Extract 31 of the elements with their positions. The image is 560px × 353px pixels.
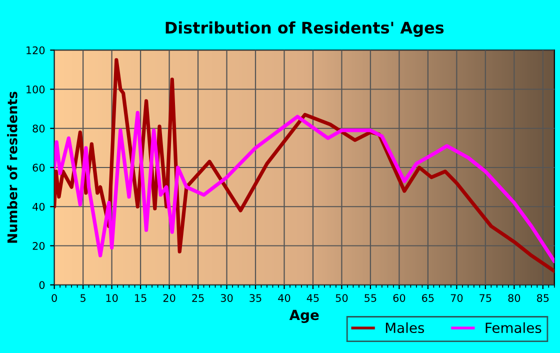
x-tick-label: 70: [450, 294, 463, 302]
x-tick-label: 45: [306, 294, 319, 302]
x-axis-title: Age: [289, 310, 319, 323]
y-tick-label: 100: [26, 85, 45, 94]
x-tick-label: 80: [508, 294, 520, 302]
y-tick-label: 80: [32, 124, 45, 132]
x-tick-label: 0: [52, 294, 57, 302]
x-tick-label: 30: [220, 294, 233, 302]
x-tick-label: 20: [163, 294, 176, 302]
x-tick-label: 50: [336, 294, 348, 302]
legend-label: Males: [386, 322, 424, 334]
x-tick-label: 85: [536, 294, 549, 302]
x-tick-label: 55: [364, 294, 376, 302]
x-tick-label: 25: [192, 294, 204, 302]
x-tick-label: 35: [250, 294, 262, 302]
chart-title: Distribution of Residents' Ages: [166, 21, 444, 37]
x-tick-label: 15: [135, 294, 146, 302]
line-series: [54, 110, 554, 264]
x-tick-label: 75: [480, 294, 492, 302]
x-tick-label: 10: [106, 294, 118, 302]
x-tick-label: 5: [80, 294, 86, 302]
y-tick-label: 0: [39, 281, 45, 289]
y-tick-label: 40: [32, 202, 45, 211]
y-tick-label: 120: [26, 46, 45, 54]
y-tick-label: 60: [32, 164, 45, 172]
legend-label: Females: [486, 322, 542, 334]
y-axis-title: Number of residents: [7, 92, 18, 243]
x-tick-label: 60: [393, 294, 406, 302]
x-tick-label: 65: [422, 294, 434, 302]
y-tick-label: 20: [32, 242, 45, 250]
x-tick-label: 40: [278, 294, 290, 302]
